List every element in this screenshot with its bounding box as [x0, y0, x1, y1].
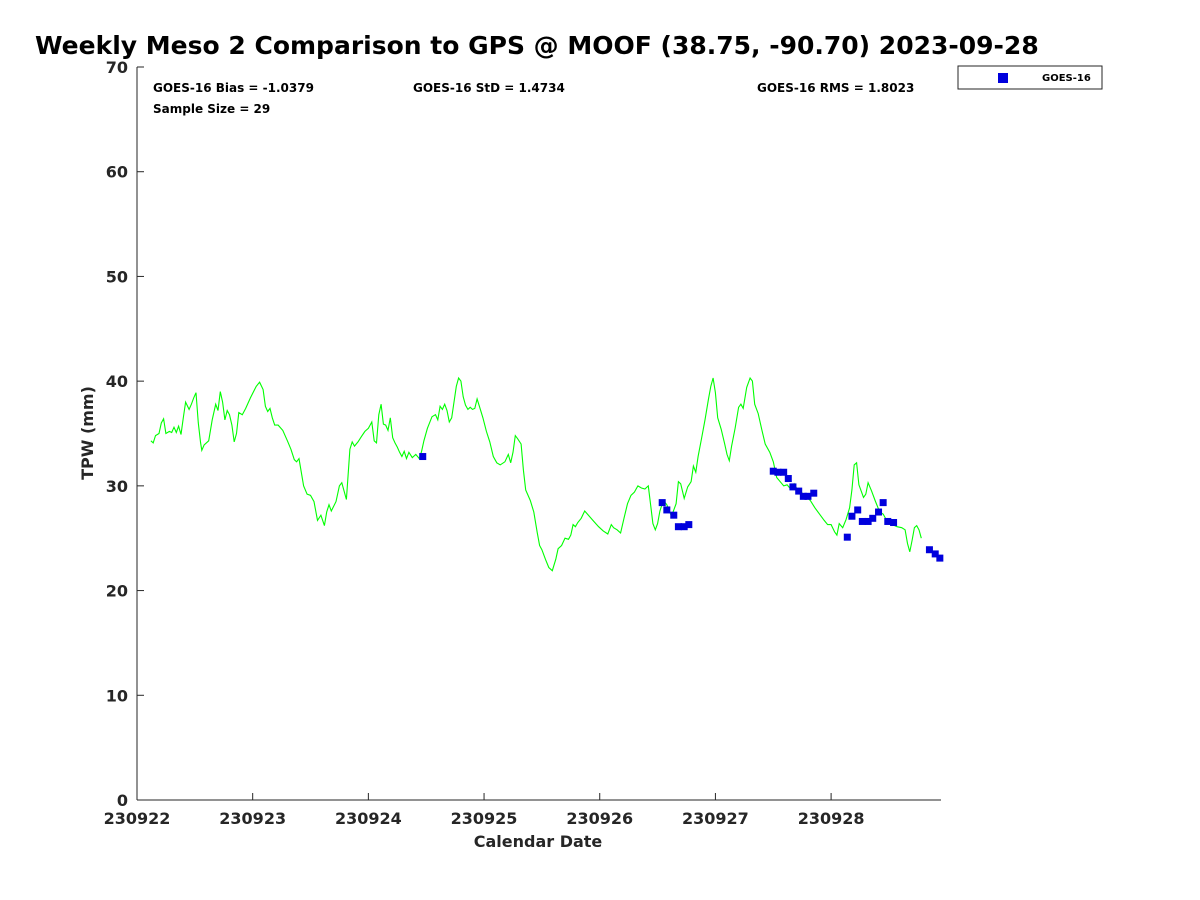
y-tick-label: 70: [106, 58, 128, 77]
chart-title: Weekly Meso 2 Comparison to GPS @ MOOF (…: [35, 31, 1039, 60]
goes16-point: [843, 533, 851, 541]
legend-label-goes16: GOES-16: [1042, 73, 1091, 84]
x-ticks: 230922 230923 230924 230925 230926 230927 2309…: [104, 793, 865, 828]
series-layer: [150, 376, 944, 572]
x-tick-label: 230923: [219, 809, 286, 828]
goes16-point: [804, 492, 812, 500]
legend-marker-goes16: [998, 73, 1008, 83]
goes16-point: [936, 554, 944, 562]
x-tick-label: 230926: [566, 809, 633, 828]
goes16-point: [670, 511, 678, 519]
legend-box: [957, 65, 1103, 90]
legend: GOES-16: [957, 65, 1103, 90]
goes16-point: [884, 517, 892, 525]
x-tick-label: 230922: [104, 809, 171, 828]
goes16-point: [674, 523, 682, 531]
goes16-point: [864, 517, 872, 525]
y-tick-label: 50: [106, 267, 128, 286]
goes16-point: [931, 550, 939, 558]
goes16-point: [890, 519, 898, 527]
stat-sample-size: Sample Size = 29: [153, 102, 270, 116]
goes16-point: [658, 499, 666, 507]
y-ticks: 0 10 20 30 40 50 60 70: [106, 58, 144, 810]
goes16-point: [685, 521, 693, 529]
y-axis-label: TPW (mm): [78, 386, 97, 480]
goes16-point: [854, 506, 862, 514]
goes16-point: [925, 546, 933, 554]
goes16-point: [869, 514, 877, 522]
goes16-point: [875, 508, 883, 516]
goes16-point: [799, 492, 807, 500]
goes16-point: [774, 468, 782, 476]
goes16-point: [858, 517, 866, 525]
goes16-point: [680, 523, 688, 531]
y-tick-label: 10: [106, 686, 128, 705]
stat-rms: GOES-16 RMS = 1.8023: [757, 81, 914, 95]
plot-area: 0 10 20 30 40 50 60 70 230922 230923 230924 230925…: [104, 58, 944, 828]
x-axis-label: Calendar Date: [474, 832, 603, 851]
x-tick-label: 230928: [798, 809, 865, 828]
y-tick-label: 0: [117, 791, 128, 810]
goes16-point: [810, 489, 818, 497]
goes16-point: [784, 475, 792, 483]
plot-frame: [137, 67, 941, 800]
goes16-point: [769, 467, 777, 475]
goes16-point: [795, 487, 803, 495]
goes16-point: [663, 506, 671, 514]
y-tick-label: 30: [106, 477, 128, 496]
y-tick-label: 40: [106, 372, 128, 391]
y-tick-label: 20: [106, 582, 128, 601]
goes16-point: [419, 453, 427, 461]
goes16-point: [879, 499, 887, 507]
y-tick-label: 60: [106, 163, 128, 182]
goes16-point: [789, 483, 797, 491]
stat-bias: GOES-16 Bias = -1.0379: [153, 81, 314, 95]
x-tick-label: 230925: [451, 809, 518, 828]
x-tick-label: 230924: [335, 809, 402, 828]
goes16-point: [780, 468, 788, 476]
x-tick-label: 230927: [682, 809, 749, 828]
gps-tpw-line: [150, 376, 922, 572]
goes16-point: [848, 512, 856, 520]
stat-std: GOES-16 StD = 1.4734: [413, 81, 565, 95]
